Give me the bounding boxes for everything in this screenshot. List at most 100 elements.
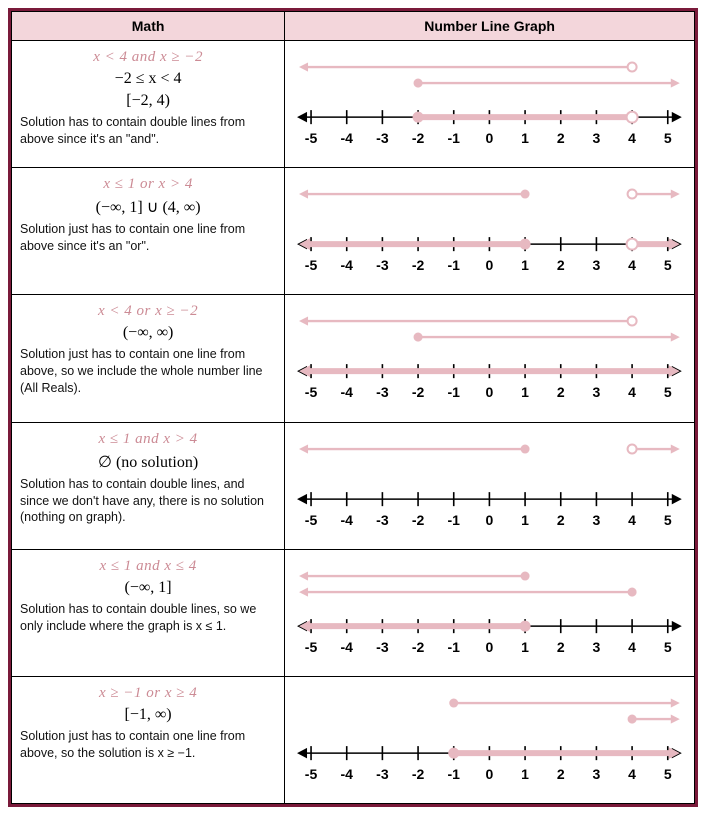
number-line: -5-4-3-2-1012345 — [289, 685, 690, 795]
table-row: x < 4 and x ≥ −2−2 ≤ x < 4[−2, 4)Solutio… — [12, 41, 695, 168]
explanation-text: Solution just has to contain one line fr… — [20, 221, 276, 255]
table-row: x ≤ 1 and x > 4∅ (no solution)Solution h… — [12, 422, 695, 549]
explanation-text: Solution just has to contain one line fr… — [20, 728, 276, 762]
svg-text:-1: -1 — [448, 766, 461, 782]
inequality-text: x ≤ 1 and x ≤ 4 — [20, 558, 276, 575]
graph-cell: -5-4-3-2-1012345 — [285, 549, 695, 676]
svg-text:-3: -3 — [376, 385, 389, 401]
svg-text:-1: -1 — [448, 512, 461, 528]
interval-text: (−∞, ∞) — [20, 324, 276, 342]
graph-cell: -5 -4 -3 -2 -1 0 1 2 3 4 5 — [285, 168, 695, 295]
interval-text: (−∞, 1] ∪ (4, ∞) — [20, 197, 276, 217]
svg-text:5: 5 — [664, 385, 672, 401]
svg-text:1: 1 — [521, 766, 529, 782]
header-graph: Number Line Graph — [285, 12, 695, 41]
svg-text:-2: -2 — [412, 385, 425, 401]
svg-text:-1: -1 — [448, 639, 461, 655]
math-cell: x < 4 or x ≥ −2 (−∞, ∞) Solution just has … — [12, 295, 285, 422]
svg-text:-2: -2 — [412, 766, 425, 782]
header-row: Math Number Line Graph — [12, 12, 695, 41]
svg-text:-3: -3 — [376, 512, 389, 528]
svg-text:4: 4 — [628, 512, 636, 528]
svg-text:-3: -3 — [376, 766, 389, 782]
svg-text:-1: -1 — [448, 130, 461, 146]
svg-text:2: 2 — [557, 639, 565, 655]
svg-text:2: 2 — [557, 130, 565, 146]
number-line: -5-4-3-2-1012345 — [289, 558, 690, 668]
svg-text:0: 0 — [486, 639, 494, 655]
svg-text:-2: -2 — [412, 130, 425, 146]
interval-text: (−∞, 1] — [20, 579, 276, 597]
interval-text: [−1, ∞) — [20, 706, 276, 724]
math-cell: x ≤ 1 or x > 4 (−∞, 1] ∪ (4, ∞) Solution j… — [12, 168, 285, 295]
table-row: x ≤ 1 and x ≤ 4 (−∞, 1] Solution has to co… — [12, 549, 695, 676]
svg-text:4: 4 — [628, 130, 636, 146]
svg-text:0: 0 — [486, 257, 494, 273]
interval-text: ∅ (no solution) — [20, 452, 276, 472]
svg-text:1: 1 — [521, 130, 529, 146]
number-line: -5-4-3-2-1012345 — [289, 431, 690, 541]
svg-text:0: 0 — [486, 512, 494, 528]
graph-cell: -5 -4 -3 -2 -1 0 1 2 3 4 5 — [285, 41, 695, 168]
svg-text:4: 4 — [628, 766, 636, 782]
svg-text:2: 2 — [557, 512, 565, 528]
svg-text:1: 1 — [521, 257, 529, 273]
svg-text:5: 5 — [664, 257, 672, 273]
svg-text:5: 5 — [664, 130, 672, 146]
graph-cell: -5-4-3-2-1012345 — [285, 422, 695, 549]
svg-text:4: 4 — [628, 385, 636, 401]
table-frame: Math Number Line Graph x < 4 and x ≥ −2−… — [8, 8, 698, 807]
svg-text:-4: -4 — [341, 512, 354, 528]
explanation-text: Solution has to contain double lines fro… — [20, 114, 276, 148]
svg-text:4: 4 — [628, 257, 636, 273]
graph-cell: -5-4-3-2-1012345 — [285, 295, 695, 422]
svg-text:2: 2 — [557, 257, 565, 273]
svg-text:-5: -5 — [305, 385, 318, 401]
svg-text:4: 4 — [628, 639, 636, 655]
svg-text:-1: -1 — [448, 385, 461, 401]
svg-text:-5: -5 — [305, 130, 318, 146]
svg-text:-5: -5 — [305, 639, 318, 655]
svg-text:-3: -3 — [376, 639, 389, 655]
svg-text:-4: -4 — [341, 130, 354, 146]
svg-text:5: 5 — [664, 512, 672, 528]
svg-text:3: 3 — [593, 130, 601, 146]
number-line: -5-4-3-2-1012345 — [289, 303, 690, 413]
svg-text:-2: -2 — [412, 512, 425, 528]
svg-text:-4: -4 — [341, 766, 354, 782]
inequality-text: x ≥ −1 or x ≥ 4 — [20, 685, 276, 702]
explanation-text: Solution has to contain double lines, an… — [20, 476, 276, 527]
number-line: -5 -4 -3 -2 -1 0 1 2 3 4 5 — [289, 49, 690, 159]
svg-text:-3: -3 — [376, 130, 389, 146]
svg-text:-1: -1 — [448, 257, 461, 273]
svg-text:-5: -5 — [305, 766, 318, 782]
interval-text: [−2, 4) — [20, 92, 276, 110]
svg-text:3: 3 — [593, 257, 601, 273]
svg-text:-2: -2 — [412, 639, 425, 655]
explanation-text: Solution has to contain double lines, so… — [20, 601, 276, 635]
math-cell: x ≤ 1 and x ≤ 4 (−∞, 1] Solution has to co… — [12, 549, 285, 676]
table-row: x ≤ 1 or x > 4 (−∞, 1] ∪ (4, ∞) Solution j… — [12, 168, 695, 295]
svg-text:2: 2 — [557, 766, 565, 782]
svg-text:0: 0 — [486, 130, 494, 146]
inequality-text: x < 4 or x ≥ −2 — [20, 303, 276, 320]
explanation-text: Solution just has to contain one line fr… — [20, 346, 276, 397]
svg-text:1: 1 — [521, 385, 529, 401]
inequality-text: x < 4 and x ≥ −2 — [20, 49, 276, 66]
inequality-text: x ≤ 1 or x > 4 — [20, 176, 276, 193]
compound-inequalities-table: Math Number Line Graph x < 4 and x ≥ −2−… — [11, 11, 695, 804]
svg-text:-2: -2 — [412, 257, 425, 273]
svg-text:0: 0 — [486, 766, 494, 782]
svg-text:3: 3 — [593, 512, 601, 528]
svg-text:-4: -4 — [341, 385, 354, 401]
svg-text:-5: -5 — [305, 257, 318, 273]
svg-text:3: 3 — [593, 639, 601, 655]
svg-text:-4: -4 — [341, 639, 354, 655]
svg-text:3: 3 — [593, 766, 601, 782]
math-cell: x ≤ 1 and x > 4∅ (no solution)Solution h… — [12, 422, 285, 549]
svg-text:-4: -4 — [341, 257, 354, 273]
svg-text:-3: -3 — [376, 257, 389, 273]
svg-text:2: 2 — [557, 385, 565, 401]
number-line: -5 -4 -3 -2 -1 0 1 2 3 4 5 — [289, 176, 690, 286]
svg-text:5: 5 — [664, 639, 672, 655]
